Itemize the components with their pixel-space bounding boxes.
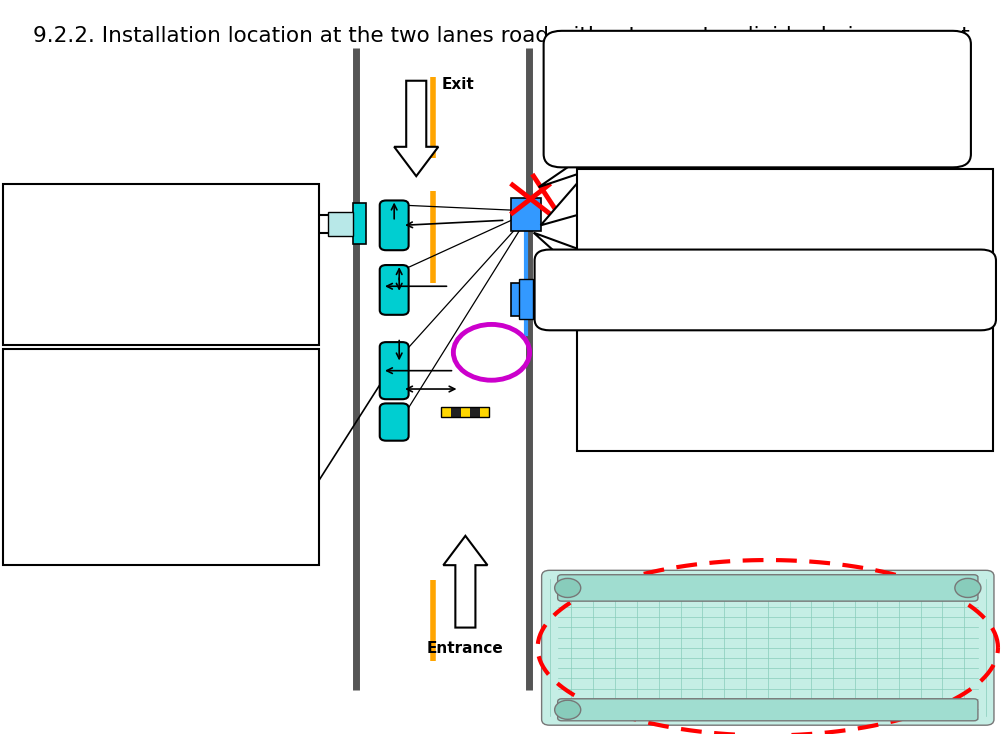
Bar [470, 407, 479, 417]
Text: Maximum road width: 3.5m: Maximum road width: 3.5m [647, 283, 882, 297]
Polygon shape [538, 154, 636, 187]
Polygon shape [533, 233, 609, 261]
Circle shape [954, 578, 980, 597]
Text: 9.2.2. Installation location at the two lanes road without a center divider bein: 9.2.2. Installation location at the two … [33, 26, 969, 46]
FancyBboxPatch shape [557, 575, 977, 601]
Bar [45, 208, 180, 239]
Bar [451, 407, 460, 417]
Text: Card location: Driver’s side: Card location: Driver’s side [660, 619, 874, 633]
Text: Proper Installation: Proper Installation [87, 366, 234, 379]
Text: Entrance: Entrance [427, 641, 503, 655]
Bar [441, 407, 451, 417]
FancyBboxPatch shape [380, 265, 408, 315]
Text: windshield area towards the top: windshield area towards the top [640, 669, 894, 683]
FancyBboxPatch shape [380, 342, 408, 399]
Bar [479, 407, 489, 417]
FancyBboxPatch shape [576, 169, 992, 451]
FancyBboxPatch shape [534, 250, 995, 330]
Bar [460, 407, 470, 417]
FancyBboxPatch shape [543, 31, 970, 167]
FancyBboxPatch shape [557, 699, 977, 721]
FancyBboxPatch shape [3, 349, 319, 565]
Polygon shape [394, 81, 438, 176]
Text: Exit: Exit [441, 77, 474, 92]
Bar [510, 198, 540, 231]
Polygon shape [540, 178, 581, 225]
Bar [328, 212, 353, 236]
Bar [185, 215, 356, 233]
Text: Improper Installation: Improper Installation [88, 200, 233, 214]
FancyBboxPatch shape [3, 184, 319, 345]
FancyBboxPatch shape [380, 404, 408, 440]
Text: : Reads RFID Tag within the speed

of 30Km/H

Height : 170cm from the ground: : Reads RFID Tag within the speed of 30K… [41, 408, 281, 506]
Text: In order to keep the certain distance

between the reader and the

vehicle, cent: In order to keep the certain distance be… [655, 245, 913, 386]
FancyBboxPatch shape [541, 570, 993, 725]
Text: : Vehicle and bargate is too close to

each other: : Vehicle and bargate is too close to ea… [49, 241, 273, 295]
Text: bargate: 2.5m or more: bargate: 2.5m or more [667, 116, 846, 131]
Bar [441, 407, 489, 417]
Polygon shape [443, 536, 487, 628]
Bar [510, 283, 540, 316]
Text: Distance between reader and the: Distance between reader and the [625, 68, 888, 82]
FancyBboxPatch shape [380, 200, 408, 250]
Text: Center Divider Installation:: Center Divider Installation: [677, 187, 891, 201]
Bar [518, 279, 532, 319]
Circle shape [554, 700, 580, 719]
Bar [353, 203, 366, 244]
Circle shape [554, 578, 580, 597]
